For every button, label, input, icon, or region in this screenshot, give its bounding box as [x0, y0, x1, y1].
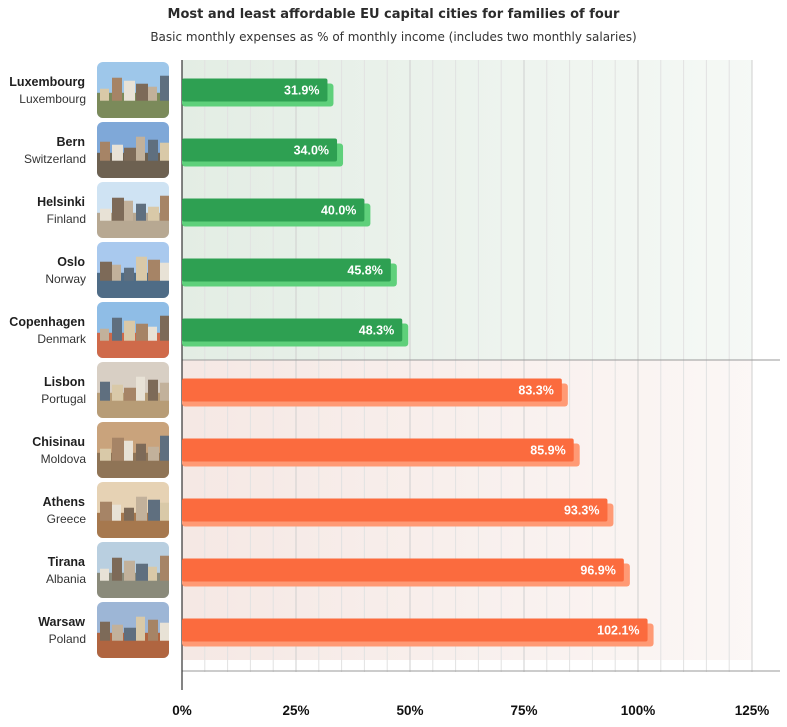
- city-photo: [97, 602, 169, 658]
- bar: [182, 498, 608, 522]
- bar-value-label: 102.1%: [597, 624, 639, 638]
- x-tick-label: 75%: [510, 703, 537, 718]
- bar-value-label: 31.9%: [284, 84, 319, 98]
- bar-value-label: 40.0%: [321, 204, 356, 218]
- x-tick-label: 125%: [735, 703, 770, 718]
- city-photo: [97, 62, 169, 118]
- bar-value-label: 83.3%: [518, 384, 553, 398]
- city-label: Lisbon: [44, 375, 85, 389]
- chart-title: Most and least affordable EU capital cit…: [168, 7, 621, 22]
- country-label: Albania: [46, 572, 86, 586]
- bar: [182, 378, 562, 402]
- bar: [182, 198, 365, 222]
- bar: [182, 438, 574, 462]
- city-photo: [97, 362, 169, 418]
- bar-value-label: 85.9%: [530, 444, 565, 458]
- country-label: Norway: [45, 272, 86, 286]
- bar: [182, 258, 391, 282]
- city-label: Luxembourg: [9, 75, 85, 89]
- bar-value-label: 34.0%: [294, 144, 329, 158]
- x-tick-label: 25%: [282, 703, 309, 718]
- bar: [182, 78, 328, 102]
- bar-value-label: 45.8%: [347, 264, 382, 278]
- country-label: Switzerland: [24, 152, 86, 166]
- city-label: Warsaw: [38, 615, 85, 629]
- city-photo: [97, 182, 169, 238]
- city-photo: [97, 242, 169, 298]
- x-tick-label: 0%: [172, 703, 192, 718]
- country-label: Luxembourg: [19, 92, 86, 106]
- plot-area: 0% 25% 50% 75% 100% 125% 31.9% Luxembourg Luxemb…: [9, 60, 780, 718]
- city-label: Bern: [57, 135, 85, 149]
- bar-value-label: 48.3%: [359, 324, 394, 338]
- country-label: Denmark: [37, 332, 87, 346]
- city-photo: [97, 302, 169, 358]
- x-tick-label: 50%: [396, 703, 423, 718]
- city-label: Oslo: [57, 255, 85, 269]
- country-label: Poland: [49, 632, 86, 646]
- bar: [182, 618, 648, 642]
- bar: [182, 138, 338, 162]
- country-label: Greece: [47, 512, 87, 526]
- city-label: Copenhagen: [9, 315, 85, 329]
- country-label: Finland: [47, 212, 86, 226]
- city-photo: [97, 122, 169, 178]
- country-label: Portugal: [41, 392, 86, 406]
- city-photo: [97, 542, 169, 598]
- city-label: Helsinki: [37, 195, 85, 209]
- chart-subtitle: Basic monthly expenses as % of monthly i…: [150, 30, 636, 44]
- country-label: Moldova: [41, 452, 87, 466]
- city-label: Athens: [43, 495, 85, 509]
- bar: [182, 318, 403, 342]
- bar-value-label: 96.9%: [580, 564, 615, 578]
- x-tick-label: 100%: [621, 703, 656, 718]
- bar-value-label: 93.3%: [564, 504, 599, 518]
- city-label: Tirana: [48, 555, 86, 569]
- city-label: Chisinau: [32, 435, 85, 449]
- city-photo: [97, 422, 169, 478]
- bar: [182, 558, 624, 582]
- city-photo: [97, 482, 169, 538]
